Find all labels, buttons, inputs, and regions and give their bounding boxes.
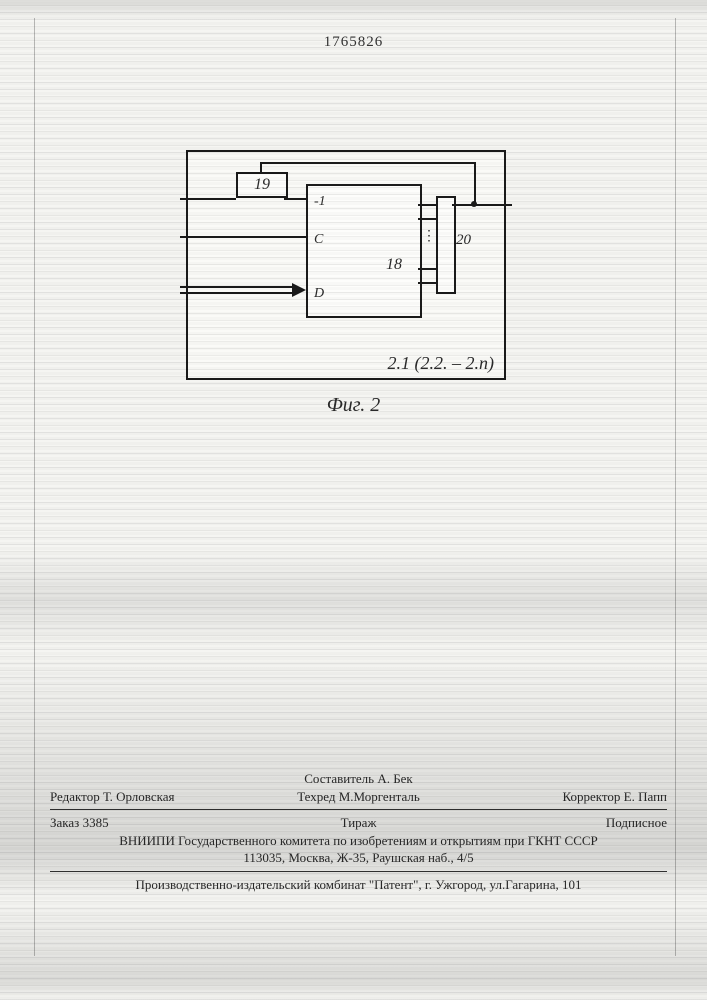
org-line: ВНИИПИ Государственного комитета по изоб… [50,832,667,850]
editor-name: Т. Орловская [103,789,175,804]
editor-label: Редактор [50,789,100,804]
corrector-label: Корректор [562,789,620,804]
document-number: 1765826 [0,34,707,51]
block-20-label: 20 [456,232,471,249]
pin-minus1: -1 [314,194,326,210]
block-18-label: 18 [386,256,402,274]
wire-in-d-bus [180,285,306,295]
wire-fb-v [474,162,476,204]
signed-label: Подписное [606,815,667,830]
block-18: -1 C D 18 [306,184,422,318]
footer-block: Составитель А. Бек Редактор Т. Орловская… [50,770,667,893]
wire-fb-h [260,162,476,164]
order-number: 3385 [83,815,109,830]
wire-main-right-3 [418,268,436,270]
corrector-name: Е. Папп [624,789,667,804]
block-19: 19 [236,172,288,198]
footer-rule-1 [50,809,667,810]
printer-line: Производственно-издательский комбинат "П… [50,876,667,894]
techred-label: Техред [297,789,335,804]
wire-in-top [180,198,236,200]
wire-in-c [180,236,306,238]
wire-main-right-4 [418,282,436,284]
order-label: Заказ [50,815,79,830]
compiler-name: А. Бек [377,771,412,786]
block-20 [436,196,456,294]
tirazh-label: Тираж [341,815,377,830]
pin-d: D [314,286,324,302]
diagram-reference-label: 2.1 (2.2. – 2.n) [388,353,495,374]
wire-main-right-2 [418,218,436,220]
compiler-label: Составитель [304,771,374,786]
wire-main-right-1 [418,204,436,206]
org-addr: 113035, Москва, Ж-35, Раушская наб., 4/5 [50,849,667,867]
wire-top-to-main [284,198,306,200]
figure-caption: Фиг. 2 [0,394,707,417]
figure-2-diagram: 19 -1 C D 18 ⋮ 20 2.1 (2.2. – 2.n) [186,150,506,380]
techred-name: М.Моргенталь [339,789,420,804]
wire-fb-down [260,162,262,172]
wire-out [452,204,512,206]
block-19-label: 19 [254,176,270,194]
footer-rule-2 [50,871,667,872]
pin-c: C [314,232,323,248]
